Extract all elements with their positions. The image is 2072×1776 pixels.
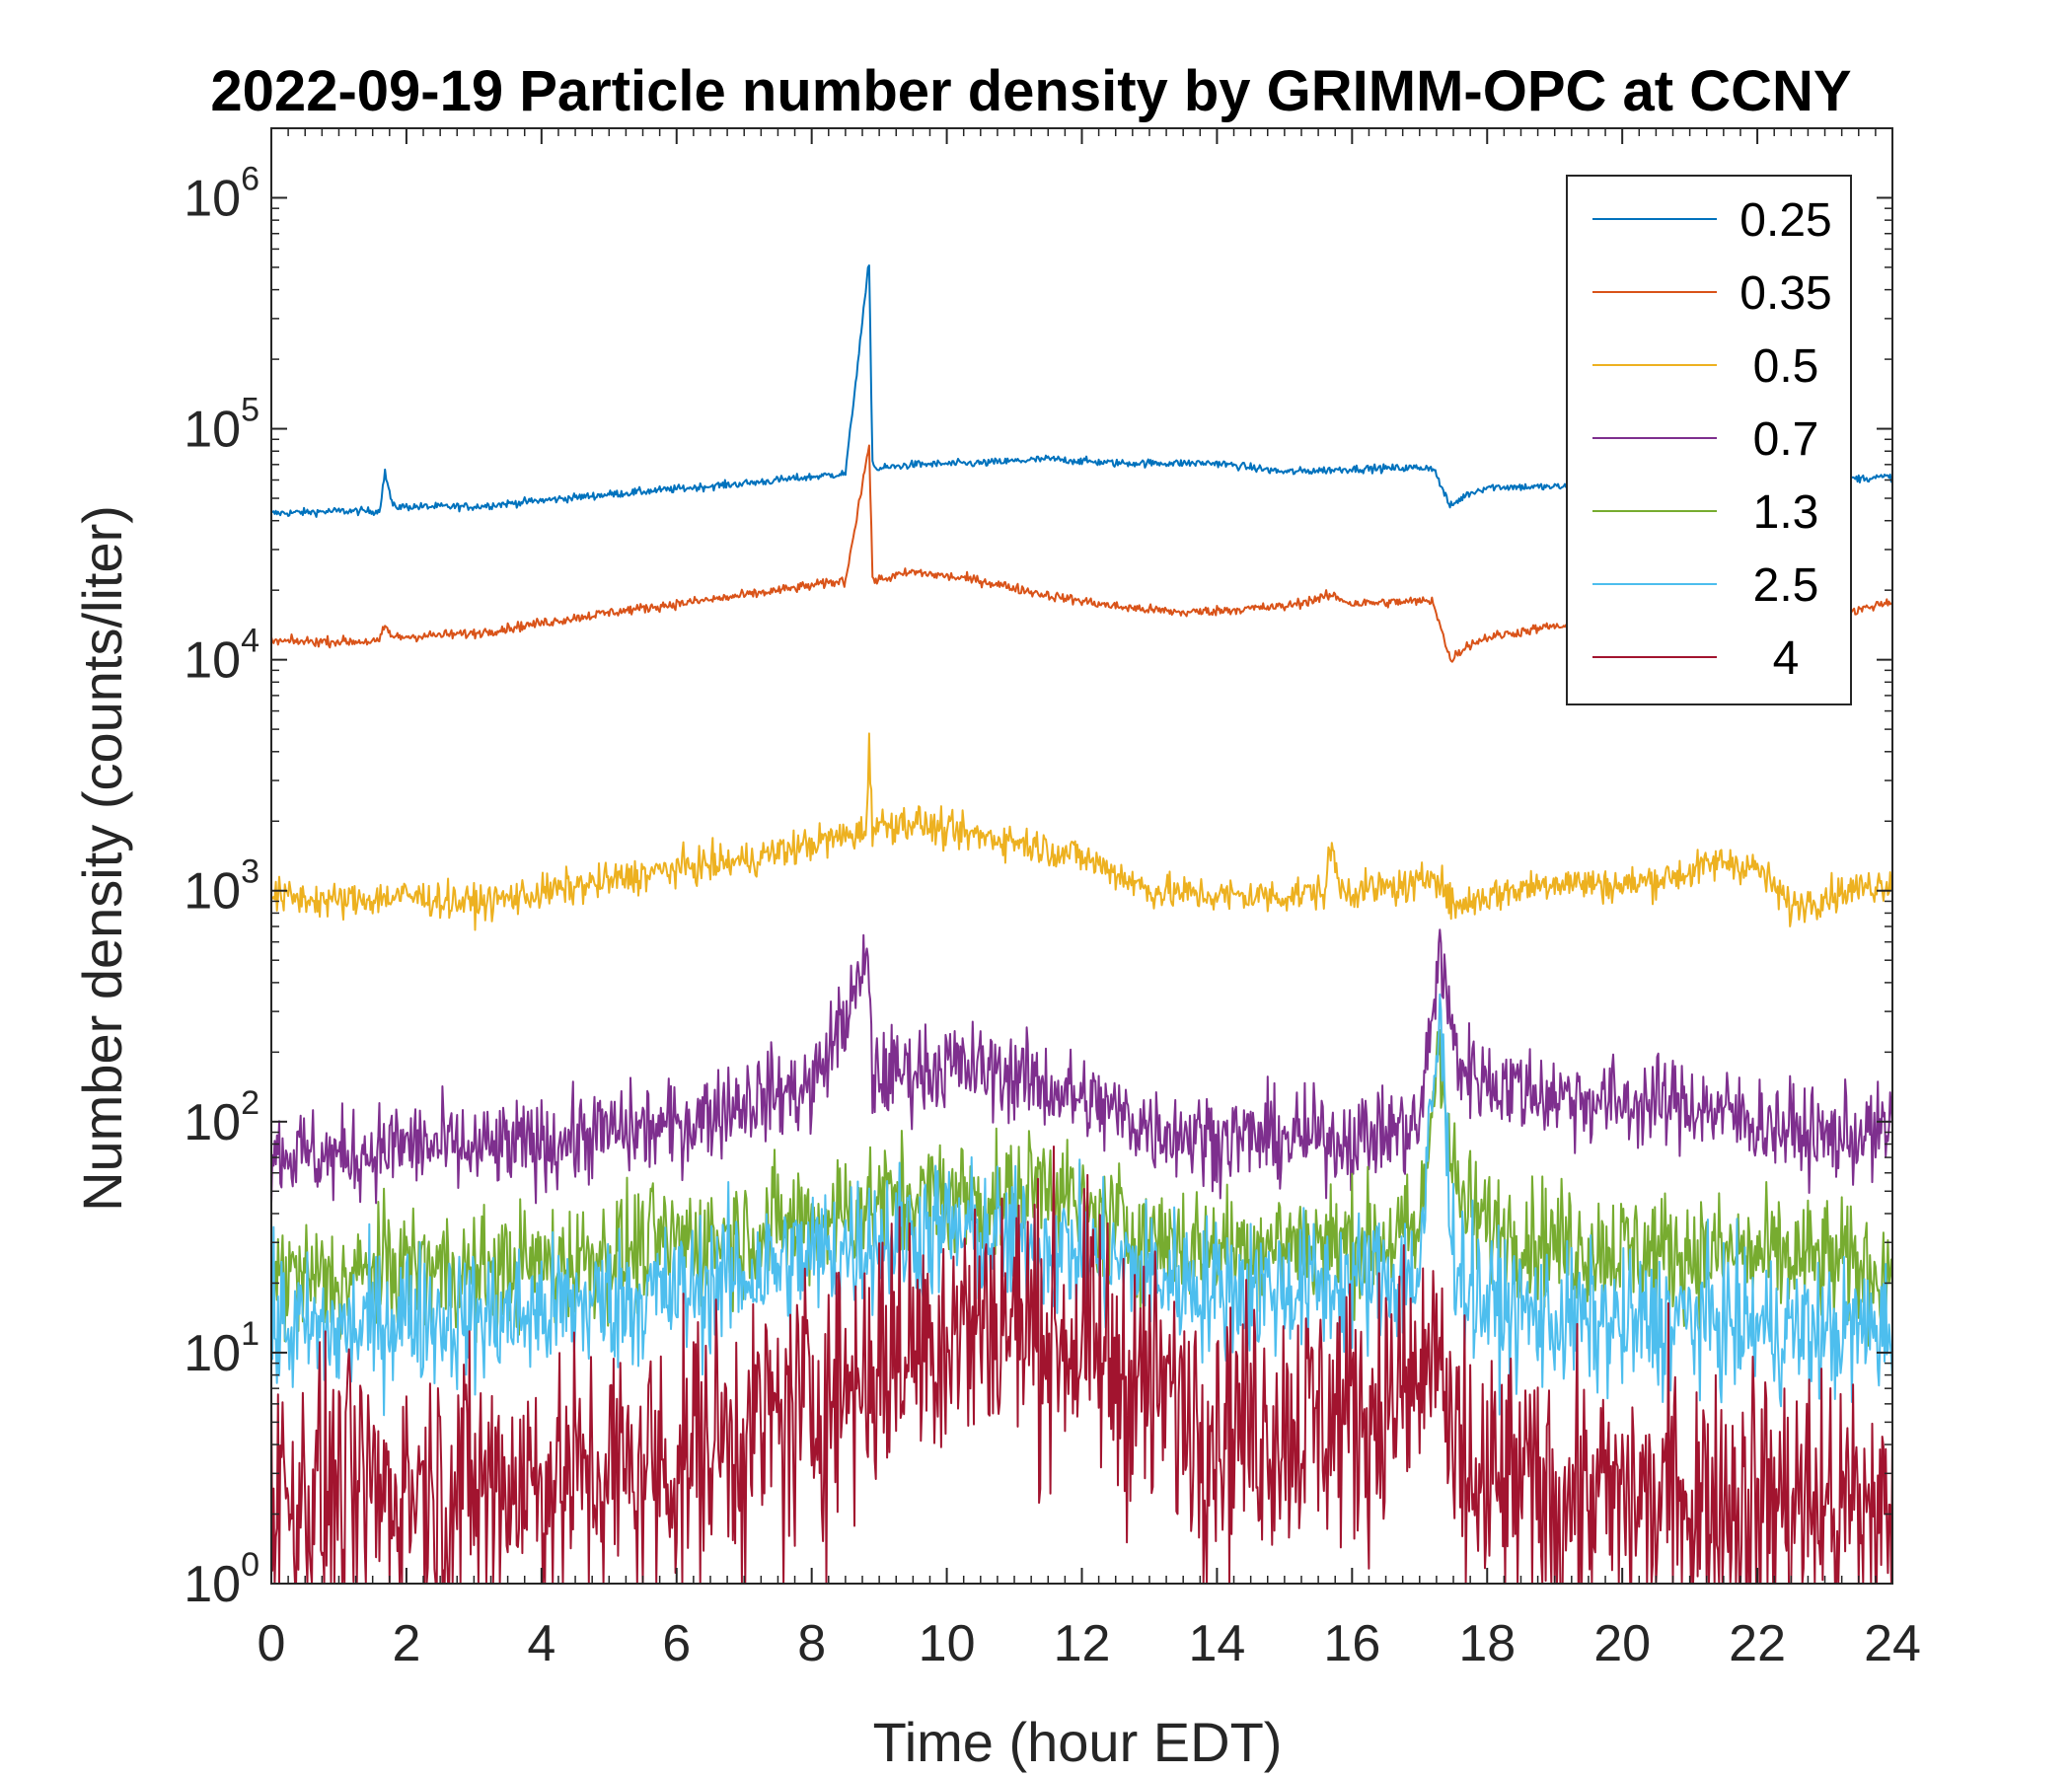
x-tick-label: 22: [1729, 1615, 1786, 1672]
series-line-4: [270, 1146, 1893, 1585]
y-tick-label: 102: [184, 1084, 259, 1151]
series-line-0-7: [270, 928, 1893, 1205]
series-layer: [270, 264, 1893, 1585]
y-axis-label: Number density (counts/liter): [71, 505, 133, 1212]
x-tick-label: 16: [1323, 1615, 1380, 1672]
x-tick-label: 12: [1054, 1615, 1111, 1672]
legend-label-0-35: 0.35: [1739, 267, 1831, 320]
y-tick-label: 103: [184, 853, 259, 921]
y-tick-label: 105: [184, 392, 259, 459]
x-tick-label: 24: [1864, 1615, 1921, 1672]
legend: 0.25 0.35 0.5 0.7 1.3 2.5 4: [1566, 175, 1852, 705]
x-tick-label: 2: [392, 1615, 420, 1672]
legend-label-0-5: 0.5: [1753, 340, 1819, 393]
x-tick-label: 8: [797, 1615, 826, 1672]
chart-title: 2022-09-19 Particle number density by GR…: [210, 59, 1851, 123]
series-line-2-5: [270, 993, 1893, 1417]
legend-label-4: 4: [1773, 632, 1800, 685]
series-line-0-5: [270, 732, 1893, 931]
legend-box: [1566, 175, 1852, 705]
x-tick-label: 6: [662, 1615, 691, 1672]
x-tick-label: 10: [919, 1615, 976, 1672]
axes-layer: 0 2 4 6 8 10 12 14 16 18 20 22 241001011021031041051…: [184, 127, 1921, 1672]
x-tick-label: 20: [1593, 1615, 1651, 1672]
y-tick-label: 106: [184, 160, 259, 227]
x-tick-label: 0: [258, 1615, 286, 1672]
legend-label-0-7: 0.7: [1753, 413, 1819, 466]
x-axis-label: Time (hour EDT): [873, 1711, 1283, 1773]
legend-label-2-5: 2.5: [1753, 559, 1819, 612]
legend-label-0-25: 0.25: [1739, 194, 1831, 247]
y-tick-label: 100: [184, 1546, 259, 1613]
y-tick-label: 101: [184, 1315, 259, 1382]
legend-label-1-3: 1.3: [1753, 486, 1819, 539]
y-tick-label: 104: [184, 623, 259, 690]
x-tick-label: 14: [1188, 1615, 1245, 1672]
x-tick-label: 4: [527, 1615, 555, 1672]
x-tick-label: 18: [1458, 1615, 1516, 1672]
